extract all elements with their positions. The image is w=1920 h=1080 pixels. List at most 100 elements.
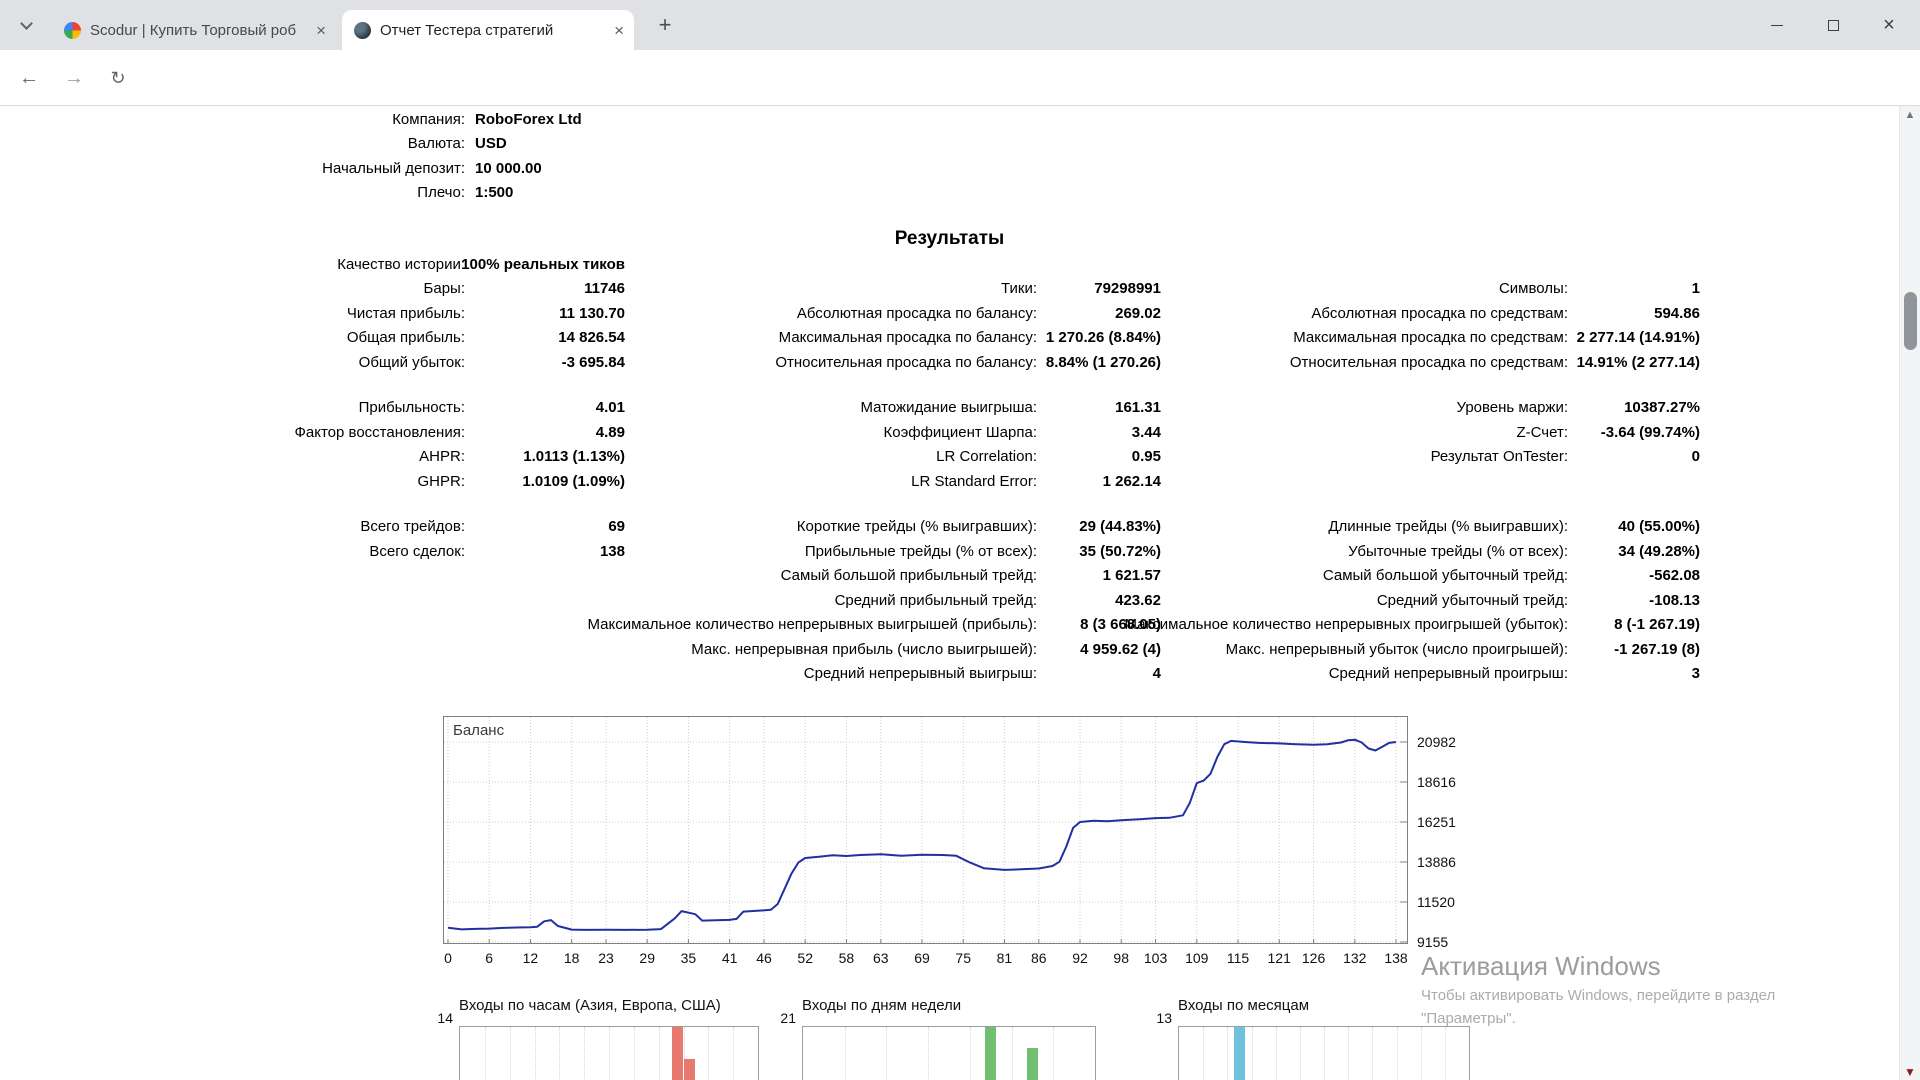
stat-value [1568, 469, 1700, 494]
stat-value: 11746 [465, 277, 625, 302]
tab-close-icon[interactable]: × [614, 20, 624, 40]
stat-value: 4.01 [465, 396, 625, 421]
stat-value [465, 637, 625, 662]
window-minimize-button[interactable] [1755, 0, 1799, 50]
stat-value: -1 267.19 (8) [1568, 637, 1700, 662]
stat-label-text: Тики: [1001, 280, 1037, 298]
stat-label-text: Прибыльность: [358, 399, 465, 417]
stat-value-text: -1 267.19 (8) [1614, 640, 1700, 658]
windows-activation-title: Активация Windows [1421, 951, 1661, 981]
x-axis-label: 63 [872, 950, 889, 966]
report-favicon [354, 21, 371, 39]
stat-label-text: Абсолютная просадка по балансу: [796, 304, 1037, 322]
stat-row: Общая прибыль: 14 826.54 Максимальная прос… [0, 326, 1700, 351]
stat-row: Всего трейдов: 69 Короткие трейды (% выигр… [0, 515, 1700, 540]
stat-label-text: Средний убыточный трейд: [1376, 591, 1568, 609]
x-axis-label: 109 [1185, 950, 1209, 966]
y-axis-label: 9155 [1417, 934, 1449, 950]
stat-value [465, 662, 625, 687]
stat-row: Чистая прибыль: 11 130.70 Абсолютная проса… [0, 301, 1700, 326]
stat-value-text: 40 (55.00%) [1618, 518, 1700, 536]
balance-chart-label: Баланс [453, 722, 505, 739]
x-axis-label: 29 [639, 950, 655, 966]
stat-value-text: 34 (49.28%) [1618, 542, 1700, 560]
entries-by-hours-chart-ymax-label: 14 [437, 1010, 453, 1026]
stat-value-text: 3 [1691, 665, 1700, 683]
x-axis-label: 6 [485, 950, 494, 966]
stat-label-text: Общая прибыль: [346, 329, 465, 347]
tab-title: Scodur | Купить Торговый роб [90, 21, 297, 39]
stat-label-text: Общий убыток: [358, 353, 465, 371]
stat-label: LR Standard Error: [625, 469, 1037, 494]
stat-label: Чистая прибыль: [0, 301, 465, 326]
scrollbar[interactable]: ▲ ▼ [1899, 106, 1920, 1080]
tab-scodur[interactable]: Scodur | Купить Торговый роб × [52, 10, 336, 50]
stat-value-text: 3.44 [1131, 423, 1161, 441]
grid-line [928, 1027, 930, 1080]
stat-label-text: LR Standard Error: [911, 472, 1037, 490]
stat-label: Тики: [625, 277, 1037, 302]
balance-chart-canvas [444, 717, 1407, 943]
stat-label-text: Короткие трейды (% выигравших): [796, 518, 1037, 536]
stat-value-text: 423.62 [1115, 591, 1161, 609]
grid-line [1227, 1027, 1229, 1080]
stat-label-text: Средний прибыльный трейд: [834, 591, 1037, 609]
stat-label-text: AHPR: [419, 448, 465, 466]
stat-value: 3 [1568, 662, 1700, 687]
field-value-text: RoboForex Ltd [475, 110, 582, 128]
field-label-text: Начальный депозит: [322, 159, 465, 177]
y-axis-label: 16251 [1417, 814, 1456, 830]
stat-label: Прибыльные трейды (% от всех): [625, 539, 1037, 564]
stat-value-text: 35 (50.72%) [1079, 542, 1161, 560]
stat-value [465, 564, 625, 589]
field-value-text: 1:500 [475, 184, 514, 202]
stat-label: Бары: [0, 277, 465, 302]
scroll-down-arrow-icon[interactable]: ▼ [1904, 1065, 1916, 1079]
stat-value: 8.84% (1 270.26) [1037, 350, 1161, 375]
entries-by-weekday-chart [802, 1026, 1096, 1080]
grid-line [1396, 1027, 1398, 1080]
x-axis-label: 98 [1113, 950, 1129, 966]
window-close-button[interactable]: × [1867, 0, 1911, 50]
stat-value-text: 269.02 [1115, 304, 1161, 322]
section-spacer [0, 375, 1700, 396]
stat-value-text: 1 270.26 (8.84%) [1045, 329, 1161, 347]
tab-report-tester[interactable]: Отчет Тестера стратегий × [342, 10, 634, 50]
stat-label: Средний прибыльный трейд: [625, 588, 1037, 613]
scroll-up-arrow-icon[interactable]: ▲ [1904, 109, 1916, 121]
stat-value-text: 14 826.54 [558, 329, 625, 347]
stat-label-text: Максимальное количество непрерывных выиг… [587, 616, 1037, 634]
stat-value: -108.13 [1568, 588, 1700, 613]
stat-value-text: 79298991 [1094, 280, 1161, 298]
reload-button[interactable]: ↻ [110, 68, 126, 88]
forward-button[interactable]: → [64, 67, 84, 89]
entries-by-month-chart-ymax-label: 13 [1156, 1010, 1172, 1026]
stat-row: Всего сделок: 138 Прибыльные трейды (% от … [0, 539, 1700, 564]
x-axis-label: 46 [756, 950, 772, 966]
window-maximize-button[interactable] [1811, 0, 1855, 50]
tab-close-icon[interactable]: × [316, 20, 326, 40]
stat-label: Матожидание выигрыша: [625, 396, 1038, 421]
stat-label [0, 637, 465, 662]
stat-value-text: -3.64 (99.74%) [1600, 423, 1700, 441]
x-axis-label: 0 [444, 950, 452, 966]
scrollbar-thumb[interactable] [1904, 292, 1917, 350]
stat-label-text: Относительная просадка по балансу: [775, 353, 1037, 371]
grid-line [683, 1027, 685, 1080]
field-label-text: Плечо: [417, 184, 465, 202]
new-tab-button[interactable]: + [658, 12, 672, 37]
chevron-down-icon [20, 17, 33, 30]
stat-label-text: Всего сделок: [369, 542, 465, 560]
x-axis-label: 92 [1072, 950, 1088, 966]
x-axis-label: 52 [797, 950, 813, 966]
stat-value: 79298991 [1037, 277, 1161, 302]
x-axis-label: 86 [1030, 950, 1047, 966]
balance-chart: Баланс [443, 716, 1408, 944]
browser-toolbar: ← → ↻ ⓘ Файл C:/Program%20Files/MetaTrad… [0, 50, 1920, 147]
stat-label: Макс. непрерывная прибыль (число выигрыш… [625, 637, 1037, 662]
stat-label-text: Макс. непрерывная прибыль (число выигрыш… [691, 640, 1037, 658]
back-button[interactable]: ← [19, 67, 39, 89]
tab-search-button[interactable] [14, 13, 40, 39]
grid-line [509, 1027, 511, 1080]
stat-value-text: 1 [1691, 280, 1700, 298]
